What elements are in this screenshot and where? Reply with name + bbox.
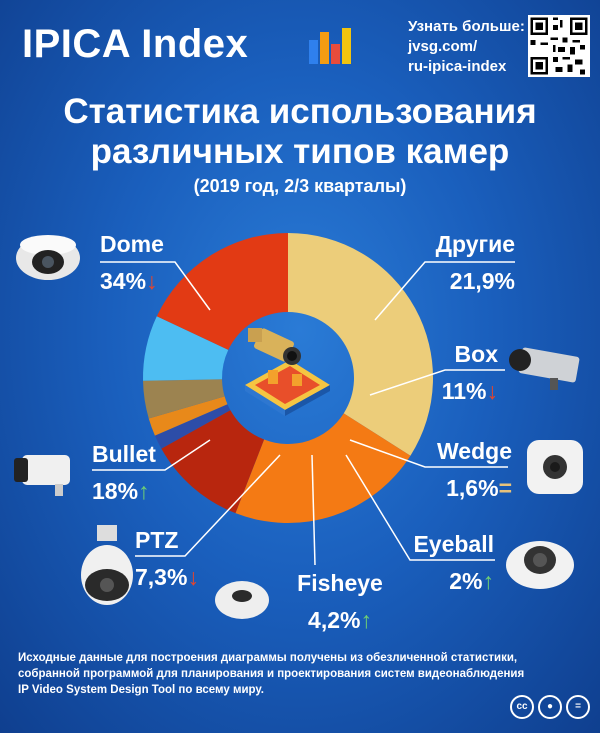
- leader-line-box: [369, 369, 505, 396]
- slice-value-fisheye: 4,2%↑: [308, 607, 372, 633]
- slice-value-box: 11%↓: [442, 378, 498, 404]
- slice-ptz: [143, 316, 229, 381]
- leader-line-eyeball: [345, 454, 495, 561]
- slice-name-dome: Dome: [100, 231, 164, 257]
- trend-down-icon: ↓: [487, 378, 499, 404]
- learn-more-label: Узнать больше:: [408, 18, 525, 35]
- slice-value-другие: 21,9%: [450, 268, 515, 294]
- ptz-camera-icon: [81, 525, 133, 605]
- slice-value-ptz: 7,3%↓: [135, 564, 199, 590]
- slice-fisheye: [143, 379, 225, 419]
- leader-line-wedge: [349, 439, 508, 468]
- footer-note: Исходные данные для построения диаграммы…: [18, 650, 588, 698]
- cc-license-icon: cc: [510, 695, 534, 719]
- footer-line-1: Исходные данные для построения диаграммы…: [18, 652, 518, 664]
- slice-wedge: [154, 404, 231, 449]
- brand-title: IPICA Index: [22, 22, 249, 66]
- slice-value-wedge: 1,6%=: [446, 475, 512, 501]
- footer-line-3: IP Video System Design Tool по всему мир…: [18, 684, 264, 696]
- slice-name-ptz: PTZ: [135, 527, 178, 553]
- leader-line-ptz: [135, 454, 281, 557]
- slice-name-box: Box: [455, 341, 499, 367]
- slice-name-bullet: Bullet: [92, 441, 156, 467]
- slice-dome: [288, 233, 433, 456]
- bullet-camera-icon: [14, 455, 70, 496]
- bar-chart-logo-icon: [309, 28, 351, 64]
- slice-eyeball: [148, 396, 228, 436]
- link-line-2[interactable]: ru-ipica-index: [408, 58, 507, 75]
- leader-line-other: [374, 261, 515, 321]
- trend-down-icon: ↓: [187, 564, 199, 590]
- chart-title-line-2: различных типов камер: [90, 132, 510, 171]
- slice-name-другие: Другие: [436, 231, 515, 257]
- trend-down-icon: ↓: [146, 268, 158, 294]
- slice-name-wedge: Wedge: [437, 438, 512, 464]
- leader-line-bullet: [92, 439, 211, 471]
- slice-name-eyeball: Eyeball: [413, 531, 494, 557]
- trend-up-icon: ↑: [483, 568, 495, 594]
- qr-code-icon[interactable]: [528, 15, 590, 77]
- trend-up-icon: ↑: [360, 607, 372, 633]
- slice-box: [161, 410, 265, 514]
- fisheye-camera-icon: [215, 581, 269, 619]
- trend-equal-icon: =: [499, 475, 512, 501]
- no-derivatives-icon: =: [566, 695, 590, 719]
- wedge-camera-icon: [527, 440, 583, 494]
- eyeball-camera-icon: [506, 541, 574, 589]
- chart-title-line-1: Статистика использования: [63, 92, 537, 131]
- trend-up-icon: ↑: [138, 478, 150, 504]
- slice-value-eyeball: 2%↑: [449, 568, 494, 594]
- leader-line-dome: [100, 261, 211, 311]
- link-line-1[interactable]: jvsg.com/: [408, 38, 478, 55]
- slice-bullet: [156, 233, 288, 350]
- dome-camera-icon: [16, 235, 80, 280]
- leader-line-fisheye: [311, 454, 316, 566]
- chart-period: (2019 год, 2/3 кварталы): [193, 176, 407, 196]
- slice-value-dome: 34%↓: [100, 268, 158, 294]
- camera-building-icon: [245, 328, 330, 416]
- by-attribution-icon: ●: [538, 695, 562, 719]
- slice-value-bullet: 18%↑: [92, 478, 150, 504]
- box-camera-icon: [509, 347, 580, 390]
- slice-name-fisheye: Fisheye: [297, 570, 383, 596]
- learn-more-block: Узнать больше: jvsg.com/ ru-ipica-index: [408, 17, 525, 77]
- footer-line-2: собранной программой для планирования и …: [18, 668, 525, 680]
- slice-другие: [235, 413, 411, 523]
